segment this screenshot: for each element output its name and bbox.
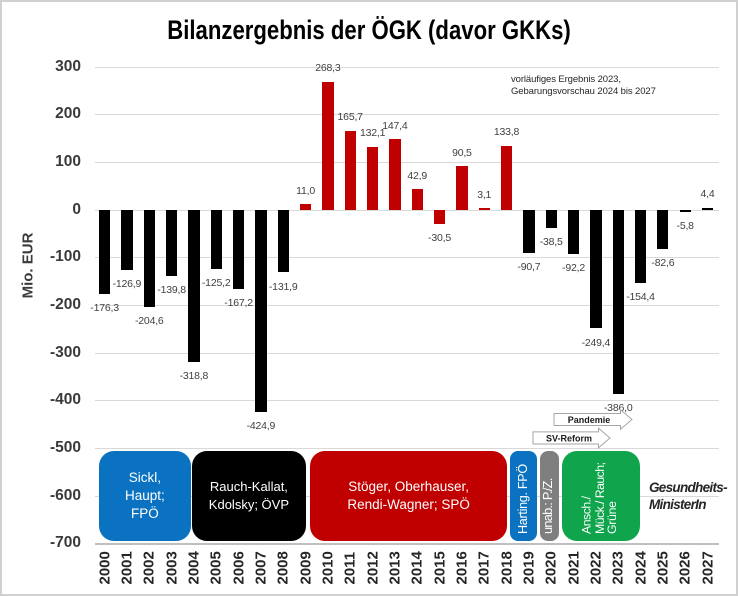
svg-text:Pandemie: Pandemie: [568, 415, 611, 425]
svg-text:SV-Reform: SV-Reform: [546, 434, 592, 444]
